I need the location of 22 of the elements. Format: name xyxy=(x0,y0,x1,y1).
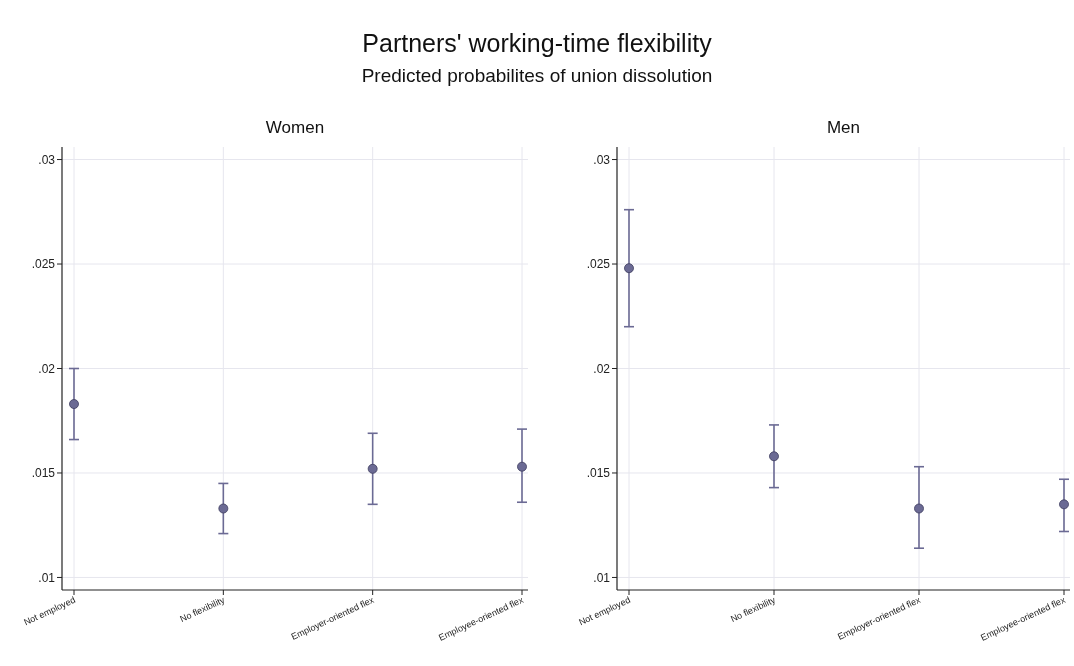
point xyxy=(914,503,924,514)
y-tick-label: .025 xyxy=(31,257,56,272)
chart-title: Women xyxy=(265,118,325,137)
y-tick-label: .01 xyxy=(593,570,611,585)
y-tick-label: .03 xyxy=(38,152,56,167)
y-tick-label: .01 xyxy=(38,570,56,585)
y-tick-label: .03 xyxy=(593,152,611,167)
y-tick-label: .02 xyxy=(593,361,611,376)
chart-title: Men xyxy=(826,118,861,137)
y-tick-label: .015 xyxy=(31,466,56,481)
point xyxy=(367,463,378,474)
point xyxy=(69,399,79,409)
y-tick-label: .02 xyxy=(38,361,56,376)
point xyxy=(769,451,779,462)
point xyxy=(517,461,527,472)
y-tick-label: .025 xyxy=(586,257,611,272)
text: Predicted probabilites of union dissolution xyxy=(361,65,713,86)
point xyxy=(624,263,634,274)
point xyxy=(218,503,229,514)
text: Partners' working-time flexibility xyxy=(362,29,713,57)
point xyxy=(1059,499,1069,510)
y-tick-label: .015 xyxy=(586,466,611,481)
